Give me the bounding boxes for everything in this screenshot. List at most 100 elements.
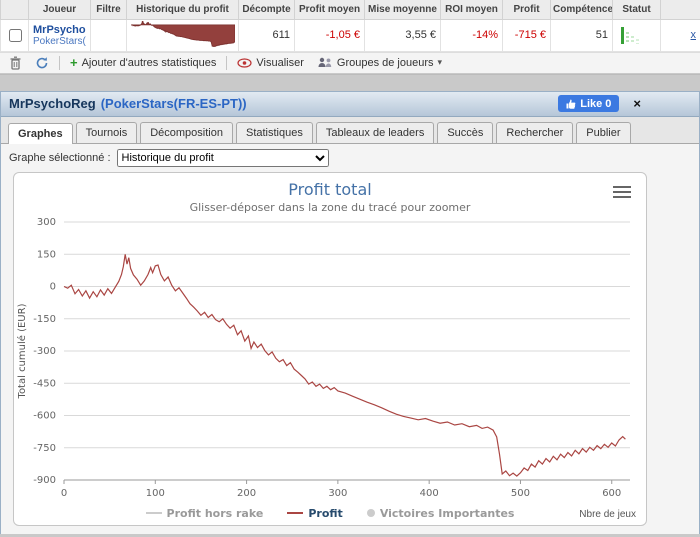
ability-cell: 51 <box>550 18 613 52</box>
svg-text:600: 600 <box>602 488 621 499</box>
graph-select-row: Graphe sélectionné : Historique du profi… <box>1 144 699 170</box>
tab-decomposition[interactable]: Décomposition <box>140 121 233 143</box>
refresh-button[interactable] <box>32 55 52 71</box>
profit-line-chart[interactable]: 300 150 0 -150 -300 -450 -600 -750 -900 0 100 200 30… <box>14 216 644 506</box>
toolbar-separator-2 <box>226 55 228 70</box>
actions-cell: x <box>660 18 700 52</box>
toolbar-separator <box>59 55 60 70</box>
row-checkbox[interactable] <box>9 28 22 42</box>
legend-label: Profit hors rake <box>166 506 264 520</box>
visualize-label: Visualiser <box>256 56 304 69</box>
visualize-button[interactable]: Visualiser <box>234 56 307 70</box>
header-statut[interactable]: Statut <box>612 0 661 20</box>
eye-icon <box>237 57 252 68</box>
header-profit-moyen[interactable]: Profit moyen <box>294 0 365 20</box>
header-actions-cell <box>660 0 700 20</box>
delete-button[interactable] <box>6 55 25 71</box>
tab-succes[interactable]: Succès <box>437 121 494 143</box>
chart-xaxis-label: Nbre de jeux <box>579 508 636 520</box>
chart-title: Profit total <box>288 179 372 199</box>
page-background-gap <box>0 74 700 91</box>
svg-text:Total cumulé (EUR): Total cumulé (EUR) <box>16 303 28 399</box>
row-checkbox-cell <box>0 18 29 52</box>
player-groups-button[interactable]: Groupes de joueurs ▾ <box>314 56 445 70</box>
legend-line-icon <box>287 512 304 514</box>
svg-text:200: 200 <box>237 488 256 499</box>
svg-text:-900: -900 <box>33 475 56 486</box>
tab-rechercher[interactable]: Rechercher <box>496 121 574 143</box>
stats-table: Joueur Filtre Historique du profit Décom… <box>0 0 700 52</box>
tab-statistiques[interactable]: Statistiques <box>235 121 313 143</box>
tab-tableaux-de-leaders[interactable]: Tableaux de leaders <box>315 121 435 143</box>
panel-tabbar: Graphes Tournois Décomposition Statistiq… <box>1 116 699 144</box>
svg-text:150: 150 <box>37 249 56 260</box>
svg-text:-300: -300 <box>33 346 56 357</box>
svg-text:400: 400 <box>420 488 439 499</box>
profit-chart-container: Profit total Glisser-déposer dans la zon… <box>13 171 647 526</box>
panel-body: Graphe sélectionné : Historique du profi… <box>1 143 699 534</box>
stats-table-section: Joueur Filtre Historique du profit Décom… <box>0 0 700 75</box>
tab-publier[interactable]: Publier <box>576 121 631 143</box>
stats-header-row: Joueur Filtre Historique du profit Décom… <box>0 0 700 20</box>
chevron-down-icon: ▾ <box>437 57 443 67</box>
legend-dot-icon <box>366 509 375 517</box>
legend-item-profit[interactable]: Profit <box>287 506 343 520</box>
avg-profit-cell: -1,05 € <box>294 18 365 52</box>
header-decompte[interactable]: Décompte <box>238 0 295 20</box>
profit-sparkline-chart[interactable] <box>130 20 236 47</box>
panel-header: MrPsychoReg (PokerStars(FR-ES-PT)) Like … <box>1 91 699 117</box>
header-mise-moyenne[interactable]: Mise moyenne <box>364 0 441 20</box>
panel-player-name: MrPsychoReg <box>9 96 96 111</box>
legend-line-icon <box>145 512 162 514</box>
player-name-link[interactable]: MrPsychoReg <box>33 23 86 36</box>
svg-text:0: 0 <box>61 488 67 499</box>
legend-label: Victoires Importantes <box>379 506 515 520</box>
refresh-icon <box>36 56 48 68</box>
header-profit[interactable]: Profit <box>502 0 551 20</box>
count-cell: 611 <box>238 18 295 52</box>
player-panel: MrPsychoReg (PokerStars(FR-ES-PT)) Like … <box>0 90 700 534</box>
svg-text:-450: -450 <box>33 378 56 389</box>
header-joueur[interactable]: Joueur <box>28 0 91 20</box>
chart-menu-icon[interactable] <box>610 182 634 202</box>
legend-item-victoires-importantes[interactable]: Victoires Importantes <box>366 506 515 520</box>
player-groups-label: Groupes de joueurs <box>336 56 434 69</box>
table-row: MrPsychoReg PokerStars(FR-ES-PT) 611 -1,… <box>0 18 700 52</box>
avg-roi-cell: -14% <box>440 18 503 52</box>
filter-cell <box>90 18 127 52</box>
header-roi-moyen[interactable]: ROI moyen <box>440 0 503 20</box>
like-button-label: Like 0 <box>580 97 612 110</box>
svg-text:0: 0 <box>50 281 56 292</box>
legend-label: Profit <box>308 506 343 520</box>
svg-text:500: 500 <box>511 488 530 499</box>
tab-graphes[interactable]: Graphes <box>8 122 73 144</box>
header-competence[interactable]: Compétence <box>550 0 613 20</box>
toolbar: + Ajouter d'autres statistiques Visualis… <box>0 51 700 74</box>
chart-legend: Profit hors rake Profit Victoires Import… <box>14 507 646 520</box>
player-site-link[interactable]: PokerStars(FR-ES-PT) <box>33 35 86 47</box>
chart-subtitle: Glisser-déposer dans la zone du tracé po… <box>189 200 471 214</box>
facebook-like-button[interactable]: Like 0 <box>558 95 620 112</box>
panel-player-site: (PokerStars(FR-ES-PT)) <box>100 96 247 111</box>
header-filtre[interactable]: Filtre <box>90 0 127 20</box>
add-stats-button[interactable]: + Ajouter d'autres statistiques <box>67 56 219 70</box>
panel-close-icon[interactable]: × <box>633 96 641 111</box>
add-stats-label: Ajouter d'autres statistiques <box>81 56 217 69</box>
header-historique[interactable]: Historique du profit <box>126 0 239 20</box>
graph-select-label: Graphe sélectionné : <box>9 151 111 164</box>
tab-tournois[interactable]: Tournois <box>75 121 138 143</box>
graph-select[interactable]: Historique du profit <box>116 148 329 167</box>
sparkline-cell[interactable] <box>126 18 239 52</box>
remove-row-link[interactable]: x <box>690 29 697 41</box>
avg-stake-cell: 3,55 € <box>364 18 441 52</box>
plus-icon: + <box>70 54 78 70</box>
people-icon <box>318 57 332 67</box>
svg-text:-150: -150 <box>33 313 56 324</box>
svg-text:300: 300 <box>37 217 56 228</box>
legend-item-profit-hors-rake[interactable]: Profit hors rake <box>145 506 264 520</box>
svg-text:100: 100 <box>146 488 165 499</box>
svg-text:300: 300 <box>328 488 347 499</box>
svg-text:-600: -600 <box>33 410 56 421</box>
svg-text:-750: -750 <box>33 442 56 453</box>
